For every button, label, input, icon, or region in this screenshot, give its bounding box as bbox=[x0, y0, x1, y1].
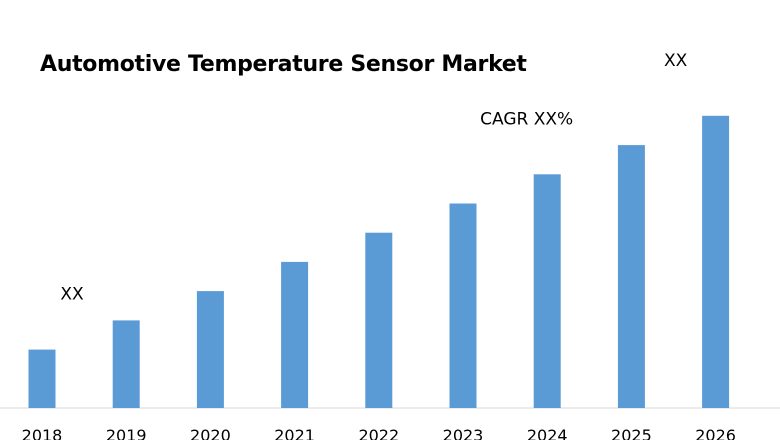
bar-2022 bbox=[365, 232, 393, 408]
bar-2018 bbox=[28, 349, 56, 408]
annotation-3: XX bbox=[664, 51, 688, 71]
bar-2020 bbox=[196, 291, 224, 408]
annotations-group: XX CAGR XX% XX bbox=[60, 51, 687, 305]
x-tick-label-2020: 2020 bbox=[190, 426, 231, 440]
x-tick-label-2021: 2021 bbox=[274, 426, 315, 440]
bar-2019 bbox=[112, 320, 140, 408]
x-tick-label-2023: 2023 bbox=[443, 426, 484, 440]
bar-2026 bbox=[702, 115, 730, 409]
x-tick-label-2022: 2022 bbox=[358, 426, 399, 440]
x-tick-label-2024: 2024 bbox=[527, 426, 568, 440]
bar-2024 bbox=[533, 174, 561, 408]
chart-title: Automotive Temperature Sensor Market bbox=[40, 52, 527, 77]
x-tick-labels: 2018 2019 2020 2021 2022 2023 2024 2025 2026 bbox=[22, 426, 736, 440]
bar-2023 bbox=[449, 203, 477, 408]
x-tick-label-2026: 2026 bbox=[695, 426, 736, 440]
bar-2025 bbox=[617, 145, 645, 408]
x-tick-label-2018: 2018 bbox=[22, 426, 63, 440]
annotation-2: CAGR XX% bbox=[480, 109, 573, 129]
annotation-1: XX bbox=[60, 285, 84, 305]
x-tick-label-2019: 2019 bbox=[106, 426, 147, 440]
bars-group bbox=[28, 115, 730, 409]
bar-2021 bbox=[281, 261, 309, 408]
x-tick-label-2025: 2025 bbox=[611, 426, 652, 440]
